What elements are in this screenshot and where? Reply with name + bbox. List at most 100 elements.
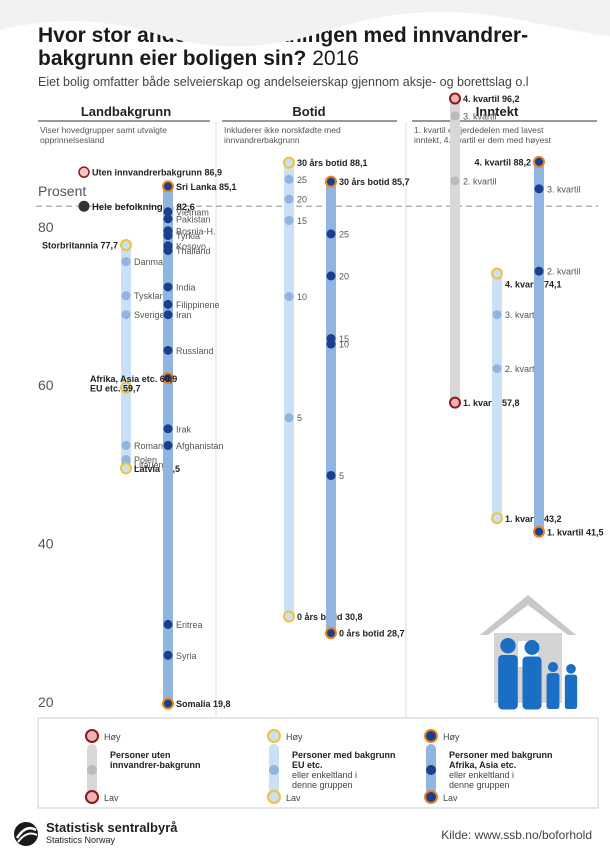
label-botid-asia-0-rs-botid-28-7: 0 års botid 28,7 [339, 629, 405, 639]
point-botid-eu-30-rs-botid-88-1 [283, 156, 295, 169]
label-botid-eu-15: 15 [297, 216, 307, 226]
label-landbakgrunn-asia-eritrea: Eritrea [176, 620, 203, 630]
label-landbakgrunn-eu-romania: Romania [134, 441, 170, 451]
legend-desc-asia-0: eller enkeltland i [449, 770, 514, 780]
point-landbakgrunn-eu-storbritannia-77-7 [120, 239, 132, 252]
label-landbakgrunn-asia-iran: Iran [176, 310, 192, 320]
point-landbakgrunn-eu-sverige [121, 310, 131, 320]
point-landbakgrunn-asia-somalia-19-8 [162, 697, 174, 710]
label-inntekt-eu-2-kvartil: 2. kvartil [505, 364, 539, 374]
label-inntekt-none-2-kvartil: 2. kvartil [463, 176, 497, 186]
point-landbakgrunn-none-uten-innvandrerbakgrunn-86-9 [78, 166, 90, 178]
point-landbakgrunn-asia-thailand [163, 246, 173, 256]
point-landbakgrunn-eu-tyskland [121, 291, 131, 301]
point-inntekt-none-4-kvartil-96-2 [449, 92, 461, 105]
label-landbakgrunn-asia-tyrkia: Tyrkia [176, 231, 200, 241]
panel-note-botid-1: innvandrerbakgrunn [224, 135, 300, 145]
legend-title-asia-0: Personer med bakgrunn [449, 750, 553, 760]
point-inntekt-eu-2-kvartil [492, 364, 502, 374]
panel-title-inntekt: Inntekt [476, 104, 519, 119]
label-inntekt-asia-2-kvartil: 2. kvartil [547, 267, 581, 277]
point-botid-asia-5 [326, 470, 336, 480]
person-1-head-icon [500, 638, 516, 654]
y-tick-label-80: 80 [38, 219, 54, 235]
label-landbakgrunn-eu-litauen: Litauen [134, 460, 164, 470]
label-landbakgrunn-asia-kosovo: Kosovo [176, 241, 206, 251]
legend-low-dot-eu [267, 790, 281, 804]
chart-subtitle: Eiet bolig omfatter både selveierskap og… [38, 75, 529, 89]
label-landbakgrunn-asia-irak: Irak [176, 424, 192, 434]
point-botid-eu-25 [284, 174, 294, 184]
house-roof-icon [480, 595, 576, 635]
legend-title-eu-0: Personer med bakgrunn [292, 750, 396, 760]
label-landbakgrunn-asia-afghanistan: Afghanistan [176, 441, 224, 451]
point-inntekt-eu-1-kvartil-43-2 [491, 512, 503, 525]
panel-note-landbakgrunn-1: opprinnelsesland [40, 135, 105, 145]
point-landbakgrunn-asia-tyrkia [163, 231, 173, 241]
point-landbakgrunn-asia-syria [163, 650, 173, 660]
legend-title-none-0: Personer uten [110, 750, 171, 760]
legend-high-dot-eu [267, 729, 281, 743]
point-botid-eu-10 [284, 291, 294, 301]
label-botid-asia-10: 10 [339, 340, 349, 350]
legend-low-dot-asia [424, 790, 438, 804]
point-landbakgrunn-asia-afrika-asia-etc-60-9 [162, 372, 174, 385]
label-botid-asia-15: 15 [339, 334, 349, 344]
point-inntekt-asia-1-kvartil-41-5 [533, 525, 545, 538]
label-landbakgrunn-eu-sverige: Sverige [134, 310, 165, 320]
legend-desc-eu-0: eller enkeltland i [292, 770, 357, 780]
point-landbakgrunn-eu-danmark [121, 257, 131, 267]
label-landbakgrunn-none-uten-innvandrerbakgrunn-86-9: Uten innvandrerbakgrunn 86,9 [92, 168, 222, 178]
point-landbakgrunn-asia-pakistan [163, 214, 173, 224]
person-3-body-icon [546, 673, 560, 710]
person-2-body-icon [522, 656, 542, 710]
point-landbakgrunn-asia-sri-lanka-85-1 [162, 180, 174, 193]
point-inntekt-none-3-kvartil [450, 111, 460, 121]
panel-note-botid-0: Inkluderer ikke norskfødte med [224, 125, 341, 135]
label-landbakgrunn-asia-syria: Syria [176, 651, 197, 661]
label-landbakgrunn-asia-india: India [176, 282, 196, 292]
label-inntekt-asia-3-kvartil: 3. kvartil [547, 184, 581, 194]
legend-high-dot-asia [424, 729, 438, 743]
label-botid-eu-30-rs-botid-88-1: 30 års botid 88,1 [297, 158, 368, 168]
legend-high-dot-none [85, 729, 99, 743]
track-botid-asia [326, 181, 336, 634]
label-landbakgrunn-asia-afrika-asia-etc-60-9: Afrika, Asia etc. 60,9 [90, 374, 177, 384]
point-landbakgrunn-asia-russland [163, 345, 173, 355]
legend-high-label-eu: Høy [286, 732, 303, 742]
reference-label: Hele befolkningen 82,6 [92, 202, 195, 213]
panel-note-inntekt-1: inntekt, 4. kvartil er dem med høyest [414, 135, 552, 145]
logo-name: Statistisk sentralbyrå [46, 820, 178, 835]
legend-desc-eu-1: denne gruppen [292, 780, 353, 790]
point-landbakgrunn-asia-vietnam [163, 207, 173, 217]
panel-title-landbakgrunn: Landbakgrunn [81, 104, 171, 119]
legend-high-label-asia: Høy [443, 732, 460, 742]
y-tick-label-20: 20 [38, 694, 54, 710]
y-tick-label-60: 60 [38, 377, 54, 393]
panel-note-landbakgrunn-0: Viser hovedgrupper samt utvalgte [40, 125, 167, 135]
reference-dot [78, 200, 90, 212]
point-inntekt-none-2-kvartil [450, 176, 460, 186]
point-landbakgrunn-asia-afghanistan [163, 440, 173, 450]
label-botid-eu-20: 20 [297, 195, 307, 205]
legend-title-asia-1: Afrika, Asia etc. [449, 760, 516, 770]
legend-low-label-eu: Lav [286, 793, 301, 803]
point-landbakgrunn-eu-eu-etc-59-7 [120, 381, 132, 394]
y-axis-label: Prosent [38, 183, 86, 199]
label-landbakgrunn-eu-latvia-49-5: Latvia 49,5 [134, 464, 180, 474]
person-4-head-icon [566, 664, 576, 674]
legend-mid-dot-none [87, 765, 97, 775]
label-botid-asia-25: 25 [339, 229, 349, 239]
label-botid-asia-20: 20 [339, 271, 349, 281]
point-inntekt-asia-2-kvartil [534, 266, 544, 276]
track-inntekt-none [450, 98, 460, 403]
point-inntekt-asia-3-kvartil [534, 184, 544, 194]
legend-title-none-1: innvandrer-bakgrunn [110, 760, 201, 770]
panel-note-inntekt-0: 1. kvartil er fjerdedelen med lavest [414, 125, 544, 135]
label-landbakgrunn-eu-polen: Polen [134, 455, 157, 465]
point-inntekt-asia-4-kvartil-88-2 [533, 155, 545, 168]
title-year: 2016 [312, 47, 359, 70]
label-inntekt-none-4-kvartil-96-2: 4. kvartil 96,2 [463, 94, 520, 104]
legend-desc-asia-1: denne gruppen [449, 780, 510, 790]
